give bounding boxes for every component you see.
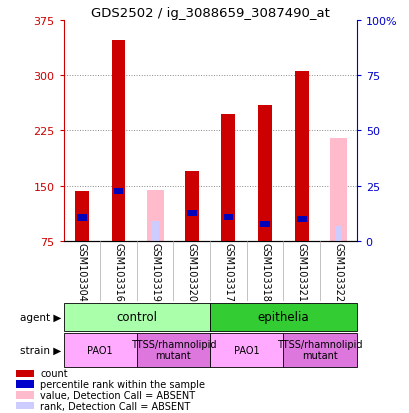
Bar: [283, 333, 356, 367]
Text: value, Detection Call = ABSENT: value, Detection Call = ABSENT: [40, 390, 195, 400]
Text: GSM103304: GSM103304: [76, 243, 87, 301]
Bar: [16, 402, 34, 409]
Bar: [294, 72, 308, 242]
Text: PAO1: PAO1: [234, 345, 259, 355]
Title: GDS2502 / ig_3088659_3087490_at: GDS2502 / ig_3088659_3087490_at: [90, 7, 329, 19]
Bar: [16, 370, 34, 377]
Text: control: control: [116, 311, 157, 324]
Text: PAO1: PAO1: [87, 345, 113, 355]
Bar: [146, 190, 163, 242]
Bar: [260, 221, 269, 228]
Text: GSM103322: GSM103322: [333, 243, 343, 302]
Text: epithelia: epithelia: [257, 311, 308, 324]
Text: GSM103318: GSM103318: [259, 243, 270, 301]
Bar: [63, 333, 137, 367]
Bar: [187, 211, 196, 217]
Bar: [111, 40, 125, 242]
Text: GSM103319: GSM103319: [150, 243, 160, 301]
Bar: [137, 333, 209, 367]
Bar: [184, 172, 198, 242]
Bar: [151, 221, 159, 242]
Bar: [258, 105, 272, 242]
Text: count: count: [40, 368, 67, 378]
Text: TTSS/rhamnolipid
mutant: TTSS/rhamnolipid mutant: [276, 339, 362, 360]
Text: rank, Detection Call = ABSENT: rank, Detection Call = ABSENT: [40, 401, 190, 411]
Text: GSM103317: GSM103317: [223, 243, 233, 301]
Bar: [113, 188, 123, 195]
Text: GSM103320: GSM103320: [187, 243, 196, 301]
Bar: [63, 303, 209, 331]
Bar: [77, 215, 87, 221]
Bar: [16, 391, 34, 399]
Bar: [296, 216, 306, 223]
Bar: [334, 227, 342, 242]
Bar: [329, 138, 346, 242]
Bar: [221, 115, 235, 242]
Text: TTSS/rhamnolipid
mutant: TTSS/rhamnolipid mutant: [130, 339, 216, 360]
Text: GSM103316: GSM103316: [113, 243, 123, 301]
Text: strain ▶: strain ▶: [20, 345, 61, 355]
Bar: [75, 192, 89, 242]
Text: GSM103321: GSM103321: [296, 243, 306, 301]
Bar: [209, 333, 283, 367]
Bar: [16, 380, 34, 388]
Text: agent ▶: agent ▶: [20, 312, 61, 322]
Bar: [209, 303, 356, 331]
Text: percentile rank within the sample: percentile rank within the sample: [40, 379, 204, 389]
Bar: [223, 214, 233, 221]
